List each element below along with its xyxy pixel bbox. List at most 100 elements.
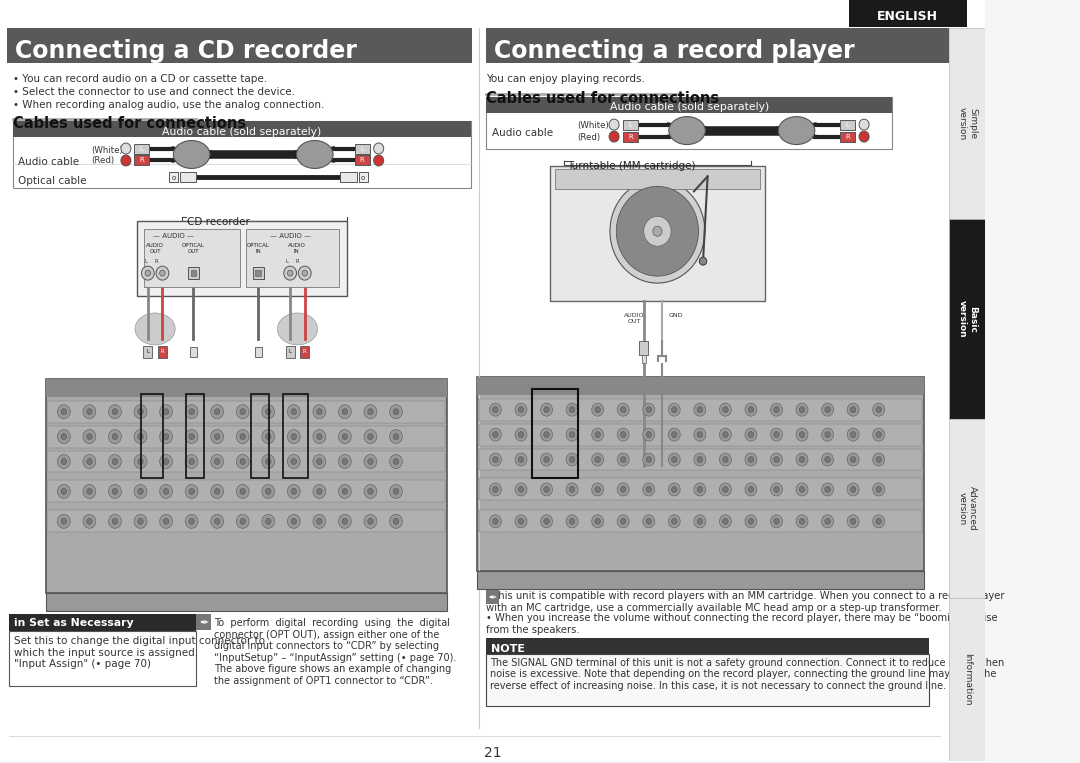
- Circle shape: [112, 488, 118, 494]
- Text: L    R: L R: [286, 259, 300, 264]
- Circle shape: [86, 433, 92, 439]
- Ellipse shape: [669, 117, 705, 144]
- Circle shape: [618, 403, 630, 416]
- Text: The SIGNAL GND terminal of this unit is not a safety ground connection. Connect : The SIGNAL GND terminal of this unit is …: [490, 658, 1004, 691]
- Circle shape: [873, 428, 885, 441]
- Bar: [246, 229, 339, 287]
- Text: (Red): (Red): [91, 156, 114, 166]
- Circle shape: [83, 485, 96, 498]
- Circle shape: [822, 515, 834, 528]
- Text: R: R: [629, 134, 633, 140]
- Circle shape: [723, 518, 728, 524]
- Circle shape: [566, 403, 578, 416]
- Text: • When recording analog audio, use the analog connection.: • When recording analog audio, use the a…: [13, 100, 324, 110]
- Circle shape: [163, 433, 168, 439]
- Circle shape: [669, 403, 680, 416]
- Circle shape: [618, 483, 630, 496]
- Bar: [190, 347, 197, 357]
- Circle shape: [643, 453, 654, 466]
- Circle shape: [643, 403, 654, 416]
- Bar: [48, 401, 445, 423]
- Circle shape: [873, 515, 885, 528]
- Circle shape: [390, 485, 403, 498]
- Circle shape: [266, 433, 271, 439]
- Circle shape: [287, 485, 300, 498]
- Circle shape: [86, 409, 92, 414]
- Circle shape: [342, 488, 348, 494]
- Circle shape: [544, 456, 550, 462]
- Bar: [486, 638, 929, 654]
- Circle shape: [873, 453, 885, 466]
- Circle shape: [261, 485, 274, 498]
- Bar: [256, 270, 261, 276]
- Circle shape: [390, 404, 403, 419]
- Bar: [555, 169, 760, 189]
- Circle shape: [825, 518, 831, 524]
- Bar: [134, 143, 149, 153]
- Text: L    R: L R: [145, 259, 159, 264]
- Circle shape: [57, 485, 70, 498]
- Circle shape: [364, 404, 377, 419]
- Circle shape: [342, 459, 348, 465]
- Bar: [639, 341, 648, 355]
- Text: OPTICAL
OUT: OPTICAL OUT: [183, 243, 205, 254]
- Circle shape: [138, 518, 144, 524]
- Circle shape: [163, 459, 168, 465]
- Circle shape: [313, 455, 326, 468]
- Circle shape: [569, 407, 575, 413]
- Circle shape: [390, 514, 403, 528]
- Circle shape: [367, 488, 374, 494]
- Circle shape: [186, 514, 198, 528]
- Circle shape: [618, 453, 630, 466]
- Text: L: L: [146, 349, 149, 354]
- Text: ✒: ✒: [199, 618, 208, 628]
- Text: R: R: [161, 349, 164, 354]
- Circle shape: [822, 453, 834, 466]
- Circle shape: [652, 227, 662, 237]
- Circle shape: [850, 456, 855, 462]
- Bar: [179, 172, 197, 182]
- Ellipse shape: [779, 117, 814, 144]
- Text: Audio cable: Audio cable: [491, 127, 553, 137]
- Circle shape: [697, 432, 703, 438]
- Circle shape: [694, 515, 705, 528]
- Bar: [486, 590, 499, 604]
- Bar: [9, 614, 197, 631]
- Circle shape: [770, 515, 782, 528]
- Circle shape: [261, 430, 274, 443]
- Circle shape: [134, 404, 147, 419]
- Bar: [623, 131, 638, 142]
- Circle shape: [694, 453, 705, 466]
- Circle shape: [541, 453, 553, 466]
- Circle shape: [799, 432, 805, 438]
- Circle shape: [697, 487, 703, 492]
- Circle shape: [620, 456, 626, 462]
- Bar: [340, 172, 356, 182]
- Circle shape: [745, 453, 757, 466]
- Circle shape: [850, 518, 855, 524]
- Text: — AUDIO —: — AUDIO —: [270, 233, 311, 240]
- Circle shape: [390, 455, 403, 468]
- Circle shape: [541, 428, 553, 441]
- Bar: [8, 28, 472, 63]
- Circle shape: [669, 483, 680, 496]
- Circle shape: [189, 488, 194, 494]
- Circle shape: [745, 483, 757, 496]
- Text: ENGLISH: ENGLISH: [877, 11, 939, 24]
- Circle shape: [287, 455, 300, 468]
- Circle shape: [643, 515, 654, 528]
- Circle shape: [367, 518, 374, 524]
- Circle shape: [620, 432, 626, 438]
- Circle shape: [186, 430, 198, 443]
- Circle shape: [646, 407, 651, 413]
- Circle shape: [592, 453, 604, 466]
- Circle shape: [138, 409, 144, 414]
- Circle shape: [163, 518, 168, 524]
- Circle shape: [163, 488, 168, 494]
- Circle shape: [364, 514, 377, 528]
- Text: in Set as Necessary: in Set as Necessary: [14, 618, 133, 628]
- Circle shape: [672, 432, 677, 438]
- Bar: [486, 28, 949, 63]
- Bar: [9, 631, 197, 686]
- Circle shape: [489, 483, 501, 496]
